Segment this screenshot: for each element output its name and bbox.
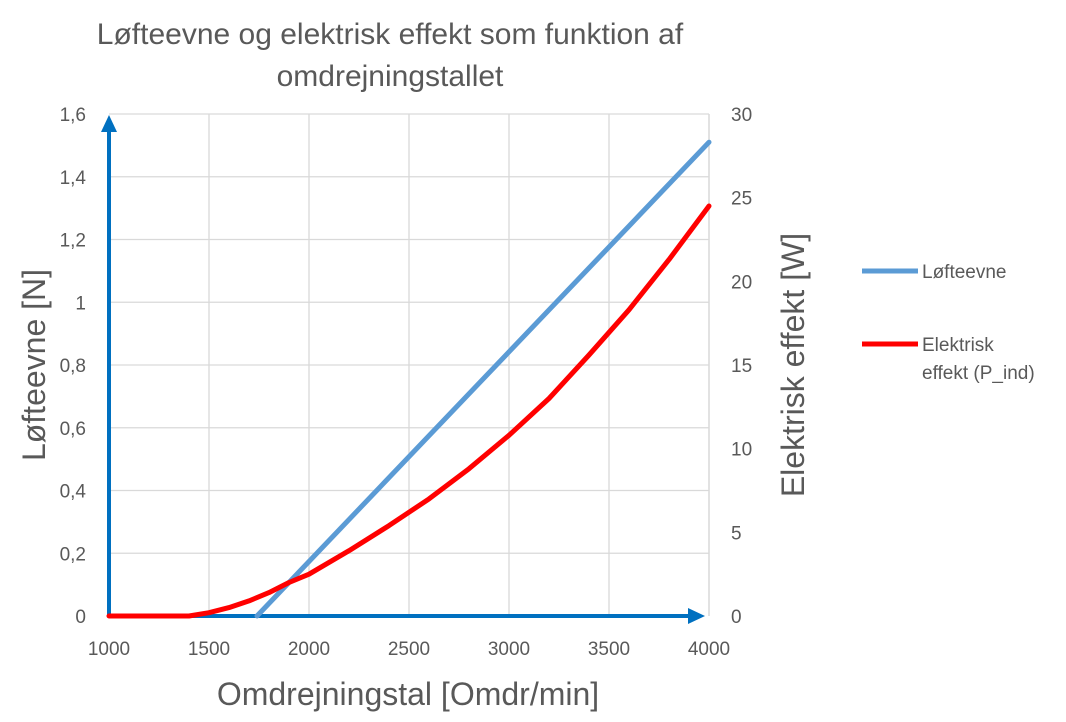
legend-label-elektrisk-effekt-line-2: effekt (P_ind) [922,363,1035,384]
grid [109,113,710,616]
y-left-tick-label: 0,4 [60,482,87,503]
series-lines [106,139,712,619]
x-tick-label: 3500 [588,639,630,660]
y-right-tick-label: 10 [731,440,752,461]
axes [101,114,710,624]
x-tick-label: 3000 [488,639,530,660]
chart-title: Løfteevne og elektrisk effekt som funkti… [97,18,684,93]
chart-title-line-1: Løfteevne og elektrisk effekt som funkti… [97,18,684,51]
y-right-tick-label: 0 [731,607,742,628]
y-left-tick-label: 0 [75,607,86,628]
y-left-tick-label: 0,6 [60,419,86,440]
series-line-elektrisk-effekt [106,203,712,619]
y-right-tick-label: 5 [731,523,742,544]
legend-label-elektrisk-effekt-line-1: Elektrisk [922,335,994,356]
legend-label-lofteevne: Løfteevne [922,262,1007,283]
y-right-tick-label: 30 [731,105,752,126]
y-left-tick-label: 0,2 [60,544,86,565]
y-left-axis-title: Løfteevne [N] [16,269,52,461]
x-tick-label: 2500 [388,639,430,660]
x-axis-title: Omdrejningstal [Omdr/min] [217,676,599,712]
y-left-tick-label: 1,6 [60,105,86,126]
legend: Løfteevne Elektrisk effekt (P_ind) [862,262,1035,384]
x-tick-label: 4000 [688,639,730,660]
y-left-tick-labels: 0 0,2 0,4 0,6 0,8 1 1,2 1,4 1,6 [60,105,87,628]
x-tick-label: 2000 [288,639,330,660]
y-right-axis-title: Elektrisk effekt [W] [775,233,811,497]
y-right-tick-labels: 0 5 10 15 20 25 30 [731,105,752,628]
x-tick-label: 1500 [188,639,230,660]
y-right-tick-label: 25 [731,189,752,210]
chart-title-line-2: omdrejningstallet [277,60,504,93]
x-tick-label: 1000 [88,639,130,660]
y-left-tick-label: 1 [75,293,86,314]
y-right-tick-label: 15 [731,356,752,377]
y-right-tick-label: 20 [731,272,752,293]
y-left-tick-label: 0,8 [60,356,86,377]
x-tick-labels: 1000 1500 2000 2500 3000 3500 4000 [88,639,730,660]
x-axis-arrowhead [688,608,705,624]
y-axis-arrowhead [101,115,117,132]
y-left-tick-label: 1,2 [60,231,86,252]
y-left-tick-label: 1,4 [60,168,87,189]
series-line-lofteevne [254,139,712,619]
